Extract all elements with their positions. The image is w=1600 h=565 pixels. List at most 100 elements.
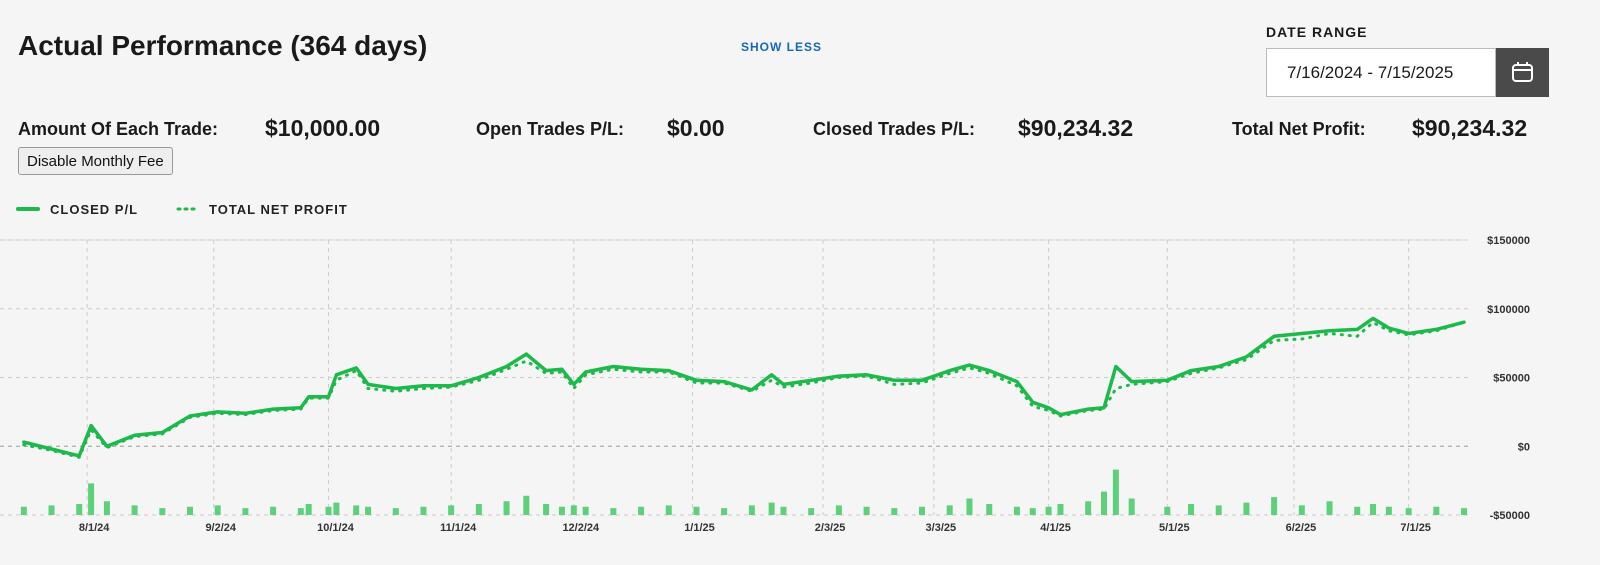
series-line bbox=[22, 316, 1466, 458]
volume-bar bbox=[1029, 508, 1036, 515]
page-title: Actual Performance (364 days) bbox=[18, 30, 428, 61]
volume-bar bbox=[392, 508, 399, 515]
volume-bar bbox=[159, 508, 166, 515]
calendar-button[interactable] bbox=[1496, 48, 1549, 97]
volume-bar bbox=[270, 506, 277, 515]
x-tick-label: 3/3/25 bbox=[926, 522, 957, 534]
y-tick-label: $100000 bbox=[1487, 304, 1530, 316]
stat-value: $90,234.32 bbox=[1412, 115, 1528, 141]
volume-bar bbox=[48, 505, 55, 515]
volume-bar bbox=[558, 506, 565, 515]
volume-bar bbox=[1405, 508, 1412, 515]
volume-bar bbox=[1085, 501, 1092, 515]
x-tick-label: 1/1/25 bbox=[684, 522, 715, 534]
volume-bar bbox=[966, 498, 973, 515]
volume-bar bbox=[420, 506, 427, 515]
volume-bar bbox=[768, 502, 775, 515]
series-line bbox=[22, 320, 1466, 459]
volume-bar bbox=[1045, 506, 1052, 515]
x-tick-label: 10/1/24 bbox=[317, 522, 355, 534]
volume-bar bbox=[1271, 497, 1278, 515]
y-tick-label: -$50000 bbox=[1490, 510, 1530, 522]
stat-label: Closed Trades P/L: bbox=[813, 119, 976, 139]
volume-bar bbox=[305, 504, 312, 515]
date-range-input[interactable]: 7/16/2024 - 7/15/2025 bbox=[1266, 48, 1496, 97]
volume-bar bbox=[748, 505, 755, 515]
volume-bar bbox=[523, 495, 530, 515]
volume-bar bbox=[103, 501, 110, 515]
volume-bar bbox=[986, 504, 993, 515]
volume-bar bbox=[918, 506, 925, 515]
volume-bar bbox=[325, 506, 332, 515]
volume-bar bbox=[242, 508, 249, 515]
volume-bar bbox=[333, 502, 340, 515]
volume-bar bbox=[721, 508, 728, 515]
volume-bar bbox=[88, 483, 95, 515]
legend-label: TOTAL NET PROFIT bbox=[209, 202, 348, 217]
volume-bar bbox=[187, 506, 194, 515]
volume-bar bbox=[1013, 506, 1020, 515]
x-tick-label: 9/2/24 bbox=[205, 522, 236, 534]
volume-bar bbox=[1433, 506, 1440, 515]
volume-bar bbox=[835, 505, 842, 515]
volume-bar bbox=[1188, 504, 1195, 515]
volume-bar bbox=[638, 506, 645, 515]
volume-bar bbox=[1354, 506, 1361, 515]
volume-bar bbox=[1461, 508, 1468, 515]
volume-bar bbox=[20, 506, 27, 515]
volume-bar bbox=[570, 505, 577, 515]
x-tick-label: 7/1/25 bbox=[1400, 522, 1431, 534]
volume-bar bbox=[1215, 505, 1222, 515]
volume-bar bbox=[1298, 505, 1305, 515]
volume-bar bbox=[353, 505, 360, 515]
volume-bar bbox=[1057, 504, 1064, 515]
date-range-label: DATE RANGE bbox=[1266, 24, 1368, 40]
volume-bar bbox=[543, 504, 550, 515]
volume-bar bbox=[946, 505, 953, 515]
disable-fee-button[interactable]: Disable Monthly Fee bbox=[18, 147, 173, 175]
volume-bar bbox=[891, 508, 898, 515]
volume-bar bbox=[693, 506, 700, 515]
volume-bar bbox=[863, 506, 870, 515]
x-tick-label: 12/2/24 bbox=[562, 522, 600, 534]
volume-bar bbox=[365, 506, 372, 515]
volume-bar bbox=[582, 506, 589, 515]
volume-bar bbox=[1243, 502, 1250, 515]
stat-label: Total Net Profit: bbox=[1232, 119, 1366, 139]
volume-bar bbox=[808, 508, 815, 515]
volume-bar bbox=[131, 505, 138, 515]
volume-bar bbox=[1164, 506, 1171, 515]
volume-bar bbox=[448, 505, 455, 515]
stat-label: Open Trades P/L: bbox=[476, 119, 625, 139]
calendar-icon bbox=[1512, 62, 1533, 82]
x-tick-label: 2/3/25 bbox=[815, 522, 846, 534]
volume-bar bbox=[214, 505, 221, 515]
volume-bar bbox=[1370, 504, 1377, 515]
stat-value: $0.00 bbox=[667, 115, 725, 141]
chart: $150000 $100000 $50000 $0 -$50000 8/1/24 9/2/2… bbox=[0, 202, 1530, 534]
y-tick-label: $50000 bbox=[1493, 373, 1530, 385]
volume-bar bbox=[780, 506, 787, 515]
x-tick-label: 11/1/24 bbox=[440, 522, 477, 534]
volume-bar bbox=[1100, 491, 1107, 515]
x-tick-label: 5/1/25 bbox=[1159, 522, 1190, 534]
x-tick-label: 8/1/24 bbox=[79, 522, 110, 534]
x-tick-label: 4/1/25 bbox=[1040, 522, 1071, 534]
y-tick-label: $0 bbox=[1518, 441, 1530, 453]
legend-label: CLOSED P/L bbox=[50, 202, 138, 217]
stat-value: $90,234.32 bbox=[1018, 115, 1134, 141]
stat-value: $10,000.00 bbox=[265, 115, 381, 141]
volume-bar bbox=[610, 508, 617, 515]
volume-bar bbox=[665, 505, 672, 515]
stat-label: Amount Of Each Trade: bbox=[18, 119, 219, 139]
volume-bar bbox=[1128, 498, 1135, 515]
volume-bar bbox=[1385, 506, 1392, 515]
volume-bar bbox=[1326, 501, 1333, 515]
volume-bar bbox=[76, 504, 83, 515]
show-less-link[interactable]: SHOW LESS bbox=[741, 40, 823, 54]
volume-bar bbox=[475, 504, 482, 515]
y-tick-label: $150000 bbox=[1487, 235, 1530, 247]
volume-bar bbox=[297, 508, 304, 515]
volume-bar bbox=[503, 501, 510, 515]
